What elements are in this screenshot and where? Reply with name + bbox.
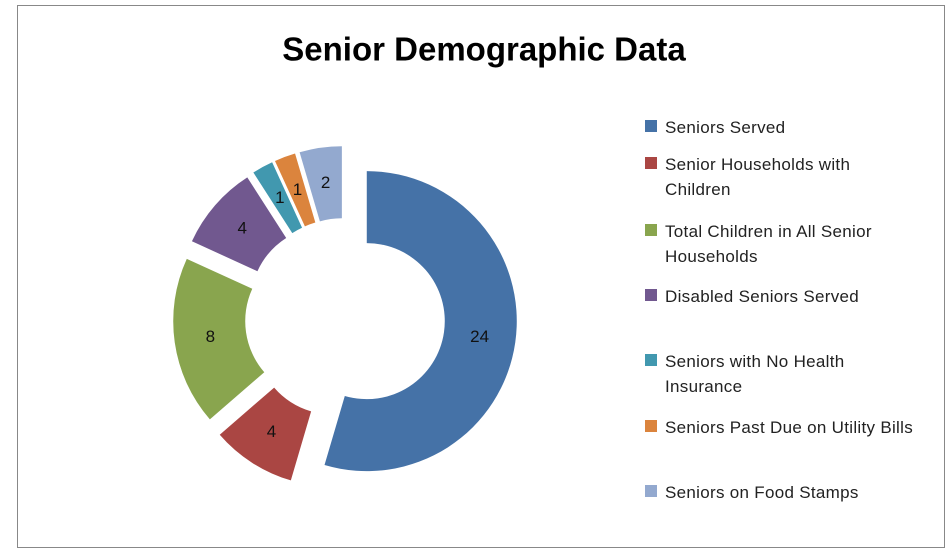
donut-segment — [219, 387, 312, 481]
data-label: 2 — [321, 173, 330, 192]
data-label: 1 — [293, 180, 302, 199]
legend-swatch — [645, 289, 657, 301]
donut-segment — [274, 153, 316, 227]
legend-label: Total Children in All Senior Households — [665, 222, 872, 266]
legend-item: Seniors Past Due on Utility Bills — [645, 415, 920, 440]
legend-swatch — [645, 354, 657, 366]
legend-swatch — [645, 224, 657, 236]
donut-segment — [299, 146, 342, 222]
data-label: 8 — [206, 327, 215, 346]
donut-segment — [173, 258, 265, 420]
legend-item: Senior Households with Children — [645, 152, 920, 202]
data-label: 24 — [470, 327, 489, 346]
legend-item: Total Children in All Senior Households — [645, 219, 920, 269]
legend-label: Senior Households with Children — [665, 155, 851, 199]
legend-item: Seniors Served — [645, 115, 920, 140]
legend-swatch — [645, 485, 657, 497]
legend-item: Seniors with No Health Insurance — [645, 349, 920, 399]
legend-label: Disabled Seniors Served — [665, 287, 859, 306]
data-label: 1 — [275, 188, 284, 207]
data-label: 4 — [267, 422, 276, 441]
donut-segment — [253, 162, 303, 234]
legend-item: Seniors on Food Stamps — [645, 480, 920, 505]
legend-label: Seniors on Food Stamps — [665, 483, 859, 502]
chart-title: Senior Demographic Data — [282, 31, 686, 68]
legend-swatch — [645, 157, 657, 169]
legend-label: Seniors Past Due on Utility Bills — [665, 418, 913, 437]
legend-item: Disabled Seniors Served — [645, 284, 920, 309]
legend-label: Seniors Served — [665, 118, 786, 137]
legend-swatch — [645, 420, 657, 432]
legend-label: Seniors with No Health Insurance — [665, 352, 845, 396]
donut-segment — [191, 177, 287, 272]
data-label: 4 — [237, 218, 246, 237]
legend-swatch — [645, 120, 657, 132]
donut-segment — [324, 171, 517, 472]
